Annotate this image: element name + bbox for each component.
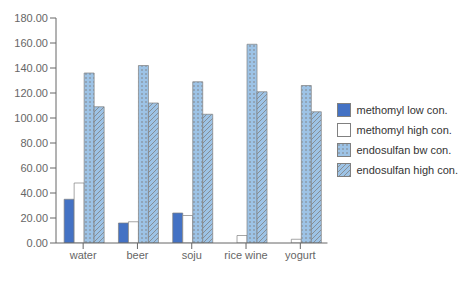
- svg-text:140.00: 140.00: [14, 62, 48, 74]
- svg-text:40.00: 40.00: [20, 187, 48, 199]
- svg-text:soju: soju: [182, 249, 202, 261]
- svg-text:80.00: 80.00: [20, 137, 48, 149]
- svg-text:yogurt: yogurt: [285, 249, 316, 261]
- html-text:methomyl low con.: methomyl low con.: [356, 104, 448, 116]
- html-text:methomyl high con.: methomyl high con.: [356, 124, 452, 136]
- svg-text:100.00: 100.00: [14, 112, 48, 124]
- svg-text:180.00: 180.00: [14, 12, 48, 24]
- svg-text:60.00: 60.00: [20, 162, 48, 174]
- svg-text:160.00: 160.00: [14, 37, 48, 49]
- svg-text:120.00: 120.00: [14, 87, 48, 99]
- svg-text:0.00: 0.00: [27, 237, 48, 249]
- svg-text:rice wine: rice wine: [224, 249, 267, 261]
- html-text:endosulfan high con.: endosulfan high con.: [356, 164, 458, 176]
- svg-text:beer: beer: [126, 249, 148, 261]
- svg-text:20.00: 20.00: [20, 212, 48, 224]
- svg-text:water: water: [69, 249, 97, 261]
- html-text:endosulfan bw con.: endosulfan bw con.: [356, 144, 452, 156]
